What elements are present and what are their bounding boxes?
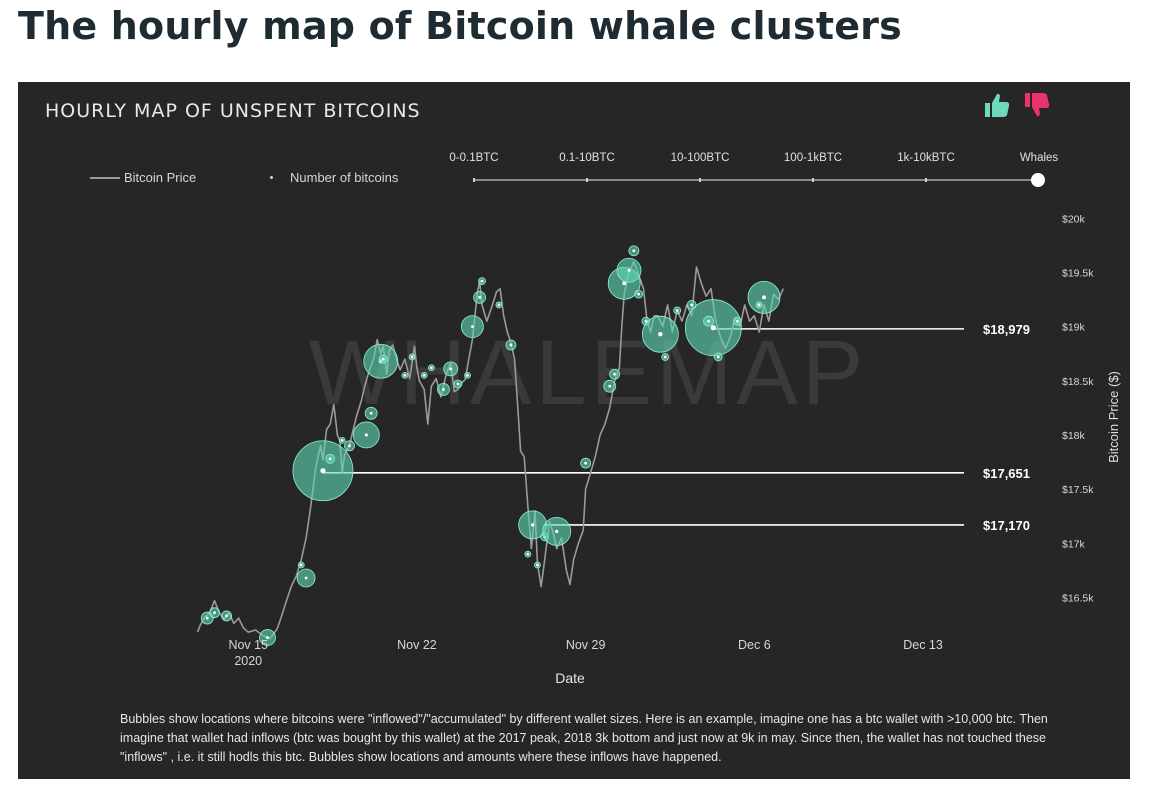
bubble-center-dot: [266, 636, 269, 639]
bubble-center-dot: [497, 303, 501, 307]
bubble-center-dot: [584, 461, 588, 465]
bubble-center-dot: [627, 268, 631, 272]
bubble-center-dot: [328, 457, 332, 461]
watermark-text: WHALEMAP: [309, 322, 868, 424]
wallet-size-slider-handle[interactable]: [1031, 173, 1045, 187]
y-tick-label: $19.5k: [1062, 267, 1094, 279]
wallet-size-option[interactable]: 100-1kBTC: [783, 152, 843, 164]
bubble-legend-label: Number of bitcoins: [290, 170, 399, 185]
bubble-center-dot: [622, 281, 627, 286]
bubble-center-dot: [757, 303, 761, 307]
chart-panel: HOURLY MAP OF UNSPENT BITCOINS Bitcoin P…: [18, 82, 1130, 779]
bubble-center-dot: [658, 332, 663, 337]
price-legend-swatch: [90, 177, 120, 179]
y-tick-label: $18k: [1062, 430, 1086, 442]
x-tick-label: Nov 22: [397, 638, 437, 652]
price-level-label: $17,651: [983, 466, 1030, 481]
price-legend-label: Bitcoin Price: [124, 170, 197, 185]
bubble-center-dot: [205, 616, 209, 620]
y-axis-label: Bitcoin Price ($): [1106, 371, 1121, 463]
bubble-center-dot: [442, 388, 445, 391]
bubble-center-dot: [369, 411, 373, 415]
wallet-size-option[interactable]: 10-100BTC: [670, 152, 730, 164]
bubble-center-dot: [710, 325, 716, 331]
slider-tick: [812, 178, 814, 182]
bubble-center-dot: [637, 292, 641, 296]
y-tick-label: $16.5k: [1062, 592, 1094, 604]
bubble-center-dot: [348, 444, 351, 448]
bubble-center-dot: [466, 373, 469, 377]
bubble-center-dot: [299, 563, 303, 567]
price-level-label: $17,170: [983, 518, 1030, 533]
bubble-center-dot: [613, 372, 616, 376]
bubble-center-dot: [707, 319, 710, 323]
thumbs-down-icon[interactable]: [1022, 90, 1052, 120]
chart-title: HOURLY MAP OF UNSPENT BITCOINS: [45, 100, 421, 122]
bubble-center-dot: [675, 308, 679, 312]
bubble-center-dot: [716, 355, 720, 359]
bubble-center-dot: [762, 295, 766, 300]
y-tick-label: $20k: [1062, 213, 1086, 225]
bubble-center-dot: [403, 373, 407, 377]
bubble-center-dot: [381, 357, 385, 361]
bubble-center-dot: [608, 384, 612, 388]
bubble-center-dot: [526, 552, 530, 556]
y-tick-label: $19k: [1062, 322, 1086, 334]
bubble-center-dot: [478, 295, 482, 299]
y-tick-label: $18.5k: [1062, 376, 1094, 388]
x-axis-label: Date: [555, 670, 585, 686]
bubble-center-dot: [663, 355, 667, 359]
price-level-label: $18,979: [983, 322, 1030, 337]
x-tick-sublabel: 2020: [234, 654, 262, 668]
bubble-center-dot: [410, 355, 414, 359]
y-tick-label: $17k: [1062, 538, 1086, 550]
bubble-center-dot: [530, 523, 535, 527]
wallet-size-option[interactable]: 0.1-10BTC: [559, 152, 615, 164]
bubble-center-dot: [213, 611, 216, 615]
price-chart: WHALEMAP $18,979 $17,651 $17,170 $16.5k $17k $…: [196, 213, 1121, 686]
slider-tick: [586, 178, 588, 182]
chart-description: Bubbles show locations where bitcoins we…: [120, 712, 1048, 764]
bubble-center-dot: [449, 367, 453, 371]
bubble-center-dot: [470, 325, 474, 329]
bubble-center-dot: [422, 373, 426, 377]
page-title: The hourly map of Bitcoin whale clusters: [18, 4, 902, 48]
wallet-size-option[interactable]: 1k-10kBTC: [897, 152, 955, 164]
wallet-size-slider[interactable]: [474, 179, 1038, 181]
thumbs-up-icon[interactable]: [982, 90, 1012, 120]
bubble-center-dot: [340, 438, 344, 442]
bubble-center-dot: [555, 529, 559, 534]
slider-tick: [473, 178, 475, 182]
slider-tick: [699, 178, 701, 182]
bubble-center-dot: [456, 382, 460, 386]
x-tick-label: Dec 13: [903, 638, 943, 652]
bubble-center-dot: [430, 366, 433, 370]
bubble-center-dot: [225, 614, 228, 618]
bubble-center-dot: [480, 279, 484, 283]
x-tick-label: Dec 6: [738, 638, 771, 652]
x-tick-label: Nov 15: [228, 638, 268, 652]
bubble-legend-swatch: [270, 176, 273, 179]
bubble-center-dot: [690, 303, 694, 307]
y-tick-label: $17.5k: [1062, 484, 1094, 496]
bubble-center-dot: [644, 319, 648, 323]
wallet-size-option-whales[interactable]: Whales: [1019, 152, 1059, 164]
x-tick-label: Nov 29: [566, 638, 606, 652]
bubble-center-dot: [364, 433, 368, 437]
bubble-center-dot: [536, 563, 539, 567]
bubble-center-dot: [304, 576, 308, 580]
bubble-center-dot: [320, 468, 326, 474]
wallet-size-option[interactable]: 0-0.1BTC: [449, 152, 499, 164]
bubble-center-dot: [632, 249, 636, 253]
bubble-center-dot: [509, 343, 513, 347]
slider-tick: [925, 178, 927, 182]
bubble-center-dot: [736, 319, 739, 323]
